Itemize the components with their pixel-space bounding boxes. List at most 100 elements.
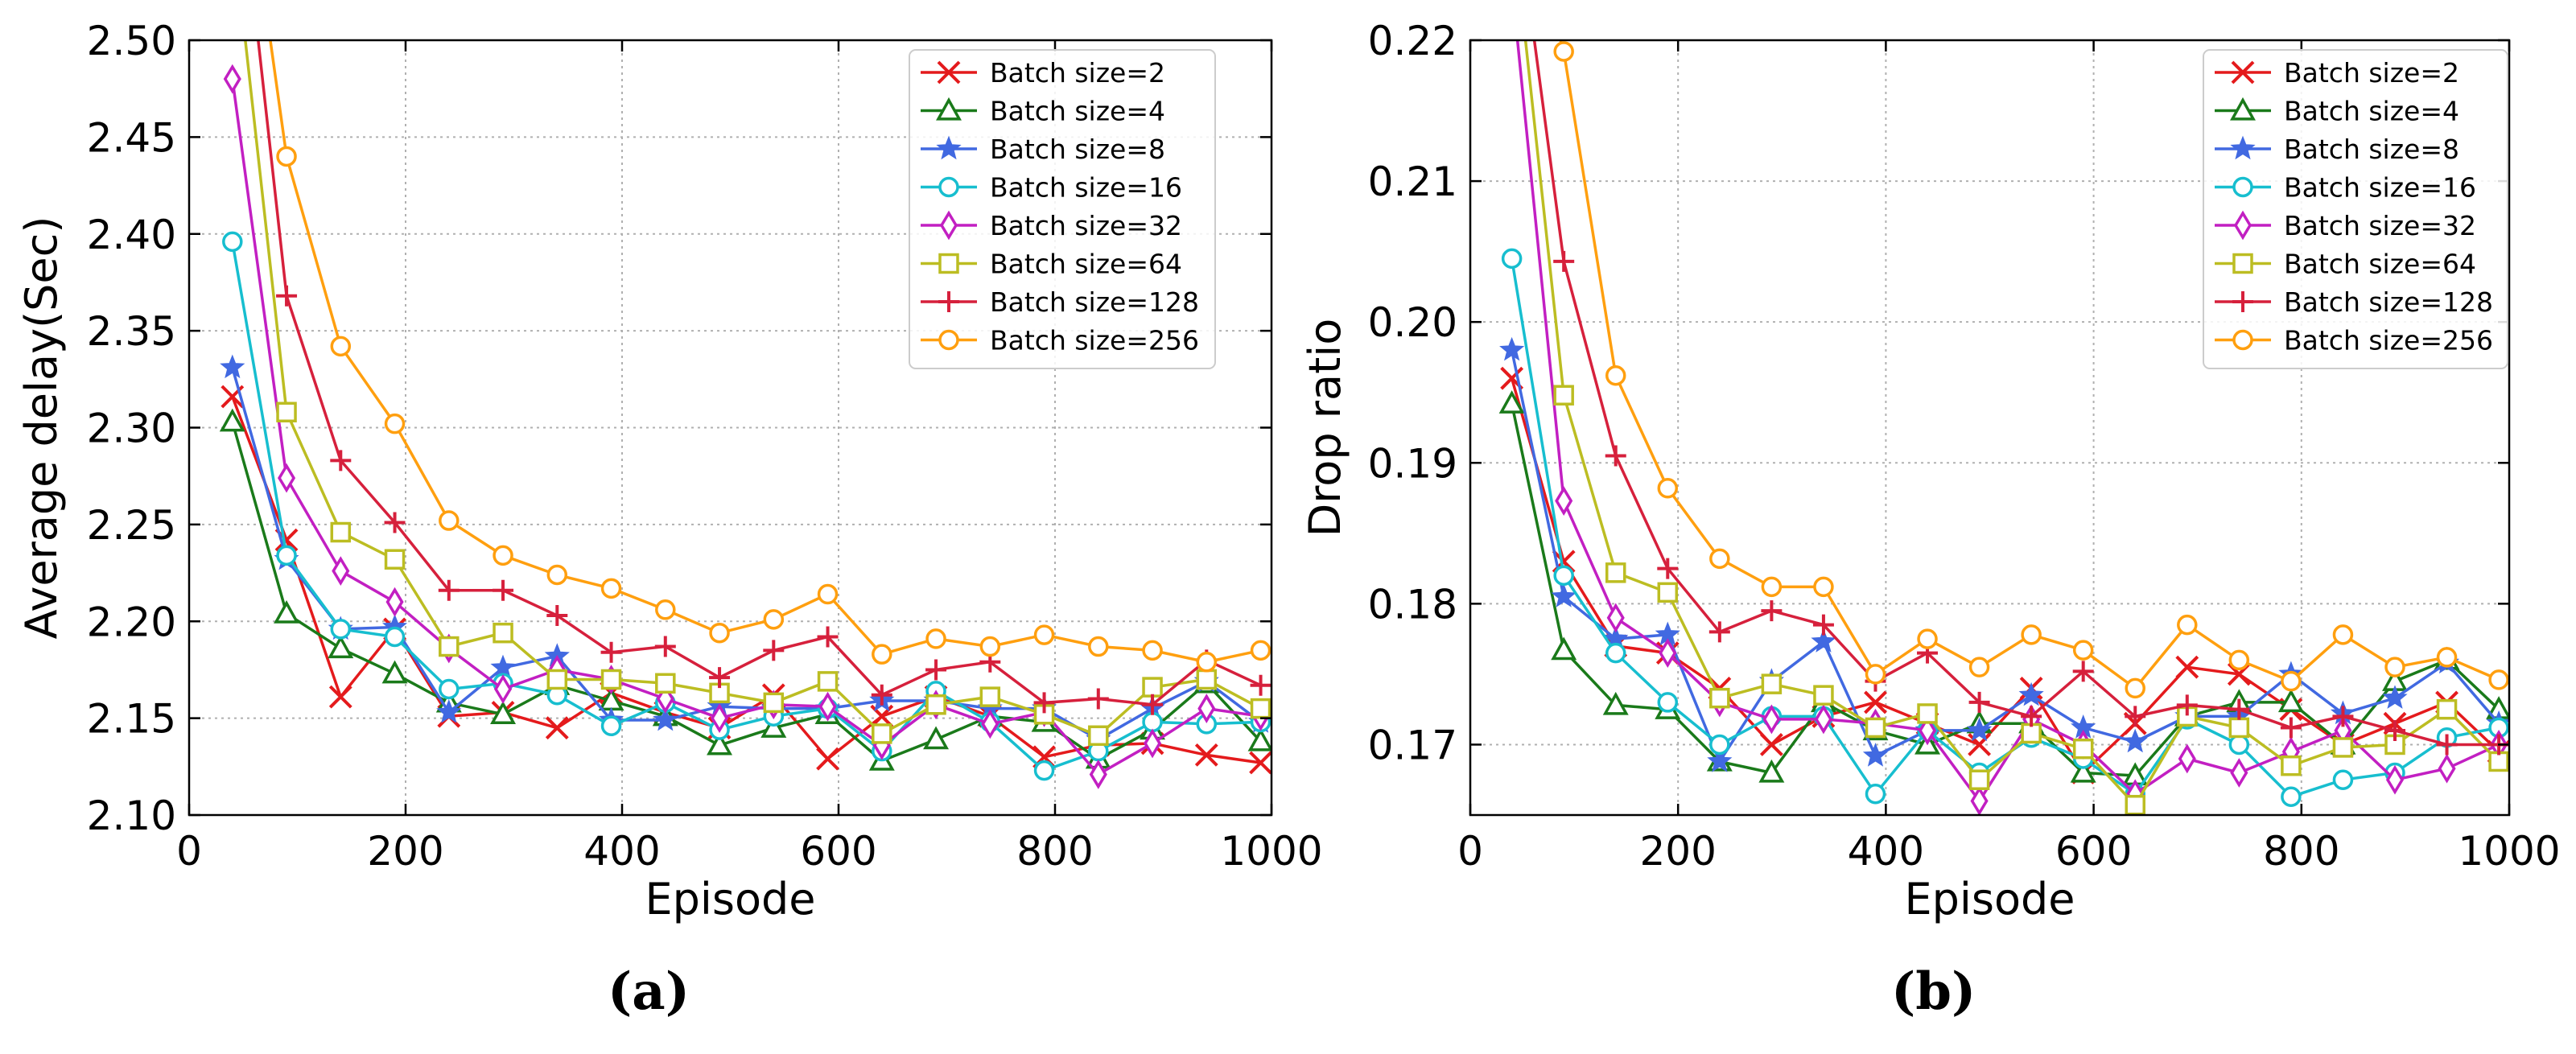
legend-label: Batch size=256 [990,325,1199,356]
data-point [493,579,514,601]
data-point [1250,698,1272,719]
data-point [2382,685,2408,709]
data-point [925,659,947,681]
y-tick-label: 0.22 [1368,18,1457,64]
data-point [2178,743,2196,774]
legend-item-4: Batch size=32 [2215,210,2476,241]
data-point [654,636,676,657]
legend-box [909,49,1216,369]
data-point [2230,758,2248,788]
data-point [1968,657,1990,677]
legend-marker [939,210,958,241]
data-point [2384,657,2405,677]
data-point [1250,674,1272,696]
legend-label: Batch size=128 [2284,286,2493,318]
data-point [1197,694,1216,723]
data-point [1864,690,1887,714]
data-point [1088,725,1109,747]
legend-marker [938,176,959,198]
series-line [1532,40,2500,747]
data-point [384,626,406,648]
y-tick-label: 2.40 [87,212,176,258]
legend-label: Batch size=4 [990,96,1165,127]
legend-label: Batch size=2 [990,57,1165,89]
legend-marker [2232,253,2253,274]
data-point [494,674,513,704]
series-a-7 [269,40,1272,673]
data-point [1551,636,1577,661]
series-a-1 [219,408,1272,771]
data-point [2070,759,2096,783]
data-point [2176,694,2198,716]
data-point [981,709,999,739]
data-point [2021,624,2042,645]
data-point [1551,583,1577,607]
legend-item-2: Batch size=8 [921,134,1165,165]
data-point [1657,478,1679,499]
data-point [655,673,676,694]
data-point [711,703,729,734]
data-point [1709,687,1730,709]
legend-marker [2232,176,2253,198]
legend-marker [938,253,959,274]
data-point [493,622,513,644]
data-point [220,354,245,379]
data-point [1918,715,1937,746]
data-point [1553,41,1574,62]
legend-item-3: Batch size=16 [2215,172,2476,204]
data-point [1966,717,1993,742]
data-point [923,726,950,750]
data-point [1142,640,1163,661]
data-point [328,635,354,659]
data-point [439,636,460,657]
x-tick-label: 400 [1848,828,1924,875]
y-tick-label: 0.18 [1368,581,1457,628]
data-point [1968,733,1992,756]
data-point [1033,624,1055,645]
data-point [219,408,245,432]
data-point [1761,673,1783,694]
y-tick-label: 2.10 [87,793,176,839]
data-point [1142,694,1164,715]
data-point [979,686,1001,707]
data-point [330,450,352,471]
plot-area-b [1498,40,2509,815]
data-point [2277,689,2304,713]
data-point [274,600,300,624]
data-point [1553,565,1574,587]
legend-item-1: Batch size=4 [921,96,1165,127]
data-point [2281,755,2302,776]
x-axis-label-a: Episode [645,874,815,924]
legend-item-2: Batch size=8 [2215,134,2459,165]
data-point [760,714,787,738]
data-point [1089,760,1107,789]
data-point [2281,670,2302,692]
data-point [2436,698,2458,720]
legend-item-7: Batch size=256 [2215,325,2493,356]
data-point [1813,576,1834,598]
legend-marker [2233,210,2252,241]
x-tick-label: 1000 [2458,828,2560,875]
data-point [2332,706,2354,727]
y-tick-label: 0.20 [1368,299,1457,346]
x-tick-label: 200 [1639,828,1716,875]
data-point [546,605,568,627]
legend-box [2203,49,2508,369]
data-point [1762,704,1781,735]
data-point [2332,624,2354,645]
plot-area-a [219,40,1272,789]
data-point [1033,692,1055,714]
legend-label: Batch size=64 [2284,249,2476,280]
data-point [384,512,406,533]
data-point [2488,669,2509,690]
data-point [1811,628,1836,653]
data-point [384,413,406,434]
data-point [763,640,785,661]
legend-label: Batch size=32 [2284,210,2476,241]
data-point [546,564,568,586]
legend-marker [2232,291,2253,312]
data-point [1709,734,1730,756]
legend-item-6: Batch size=128 [2215,286,2493,318]
y-tick-label: 0.19 [1368,440,1457,487]
legend-label: Batch size=4 [2284,96,2459,127]
